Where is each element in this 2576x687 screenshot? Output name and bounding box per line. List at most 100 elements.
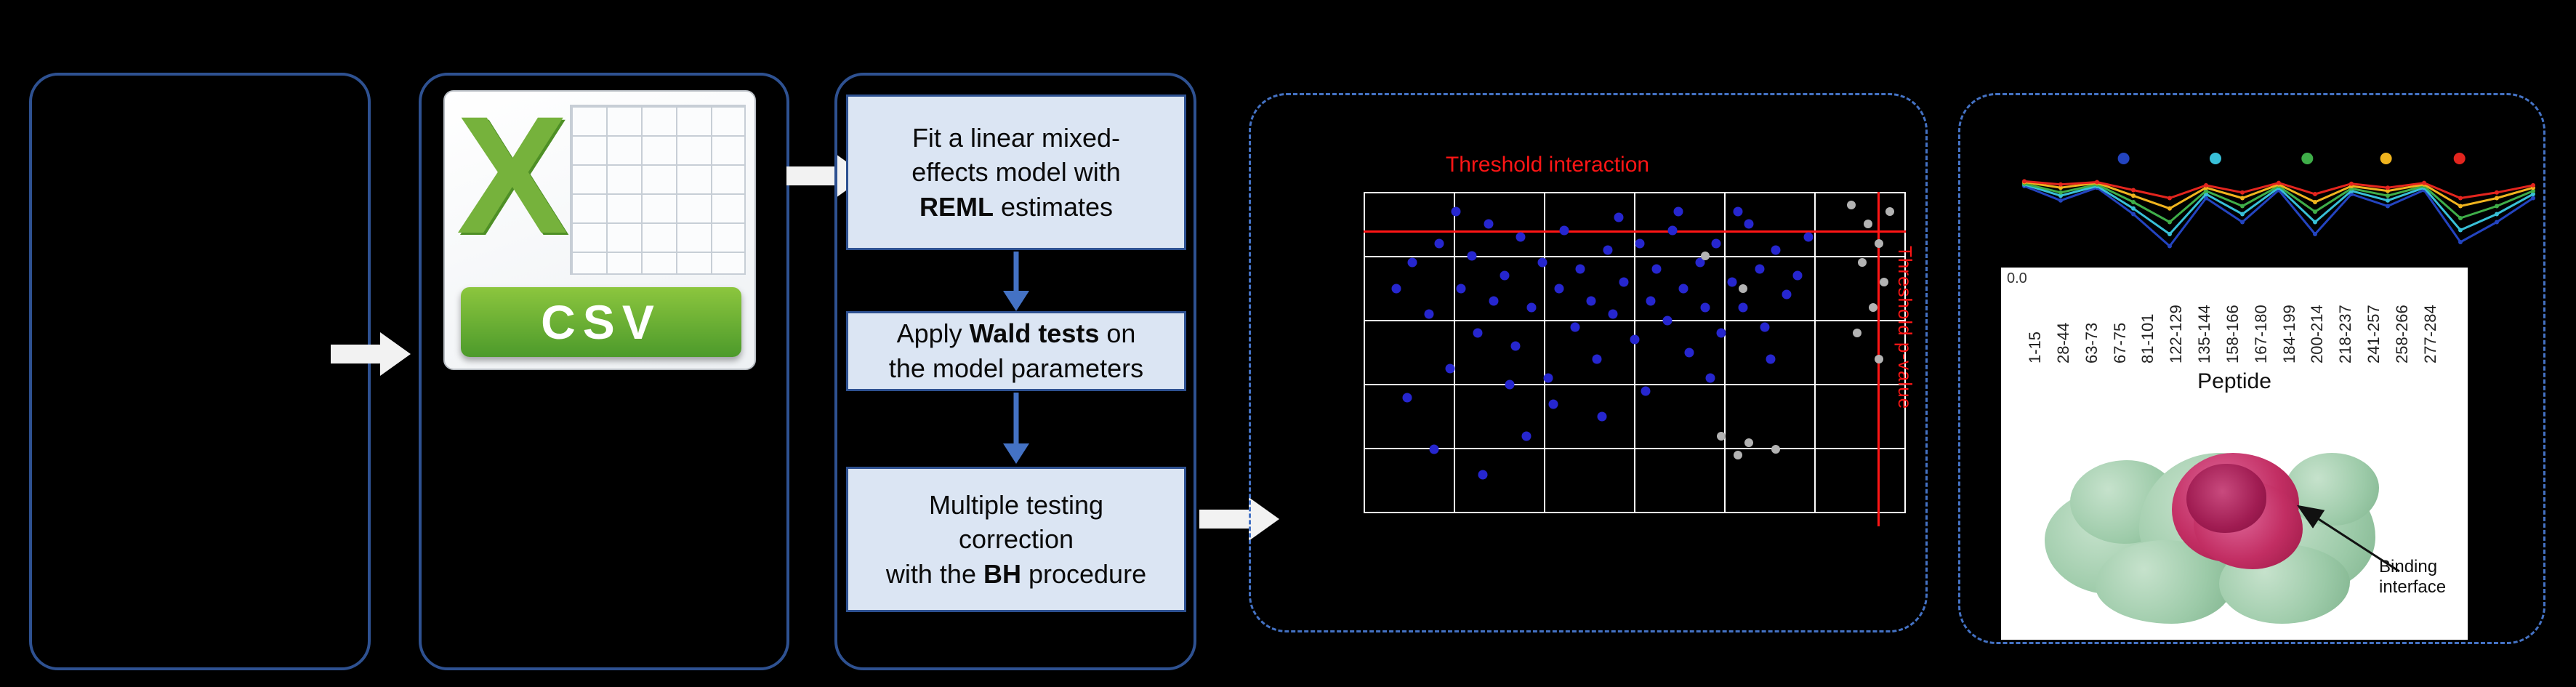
peptide-tick-label: 158-166: [2223, 305, 2242, 363]
significant-points: [1467, 251, 1477, 261]
significant-points: [1554, 284, 1564, 294]
volcano-panel: [1249, 93, 1928, 632]
significant-points: [1711, 238, 1721, 249]
significant-points: [1608, 309, 1618, 319]
significant-points: [1782, 289, 1792, 300]
significant-points: [1484, 219, 1494, 229]
threshold-interaction-label: Threshold interaction: [1445, 153, 1650, 177]
reference-points: [1717, 431, 1726, 441]
significant-points: [1537, 257, 1547, 268]
significant-points: [1700, 302, 1710, 313]
reference-points: [1771, 444, 1780, 454]
flow-arrow-right-icon: [331, 332, 411, 376]
uptake-line-chart: [2022, 153, 2535, 249]
process-step-reml: Fit a linear mixed-effects model with REM…: [846, 95, 1186, 250]
flow-arrow-down-icon: [1003, 252, 1029, 311]
binding-interface-blob: [2186, 464, 2266, 533]
significant-points: [1391, 284, 1401, 294]
reference-points: [1874, 354, 1883, 363]
significant-points: [1543, 373, 1553, 383]
peptide-tick-label: 167-180: [2251, 305, 2270, 363]
significant-points: [1575, 264, 1585, 274]
threshold-pvalue-label: Threshold p-value: [1894, 246, 1916, 410]
protein-structure: [2045, 413, 2386, 631]
significant-points: [1516, 232, 1526, 242]
significant-points: [1673, 206, 1683, 217]
peptide-tick-label: 1-15: [2026, 331, 2044, 363]
significant-points: [1771, 245, 1781, 255]
peptide-panel: 0.0 1-15 28-44 63-73 67-75 81-101 122-129 135-…: [2001, 268, 2468, 640]
significant-points: [1684, 347, 1694, 358]
significant-points: [1559, 225, 1569, 236]
significant-points: [1473, 328, 1483, 338]
scatter-plot: [1364, 192, 1906, 526]
significant-points: [1521, 431, 1531, 441]
results-panel: [1958, 93, 2545, 644]
significant-points: [1662, 316, 1673, 326]
process-step-bh: Multiple testing correction with the BH pr…: [846, 467, 1186, 612]
significant-points: [1500, 270, 1510, 281]
process-step-bh-label: Multiple testing correction with the BH pr…: [885, 489, 1147, 589]
significant-points: [1619, 277, 1629, 287]
significant-points: [1434, 238, 1444, 249]
peptide-tick-label: 258-266: [2392, 305, 2411, 363]
reference-points: [1733, 451, 1742, 460]
peptide-tick-label: 63-73: [2082, 322, 2101, 363]
csv-banner-label: CSV: [461, 287, 741, 357]
binding-interface-label: Binding interface: [2379, 557, 2447, 598]
significant-points: [1510, 341, 1521, 351]
significant-points: [1651, 264, 1662, 274]
reference-points: [1880, 277, 1889, 286]
significant-points: [1570, 322, 1580, 332]
significant-points: [1424, 309, 1434, 319]
reference-points: [1869, 303, 1878, 313]
significant-points: [1614, 212, 1624, 222]
significant-points: [1738, 302, 1748, 313]
significant-points: [1592, 354, 1602, 364]
reference-points: [1739, 284, 1748, 293]
significant-points: [1429, 444, 1439, 454]
legend-dot-series-cyan: [2209, 153, 2221, 164]
peptide-tick-label: 67-75: [2110, 322, 2129, 363]
peptide-tick-label: 200-214: [2308, 305, 2327, 363]
process-step-wald-label: Apply Wald tests on the model parameters: [888, 318, 1144, 383]
reference-points: [1858, 258, 1867, 268]
significant-points: [1760, 322, 1770, 332]
y-axis-tick-label: 0.0: [2007, 270, 2027, 286]
reference-points: [1700, 252, 1710, 261]
significant-points: [1451, 206, 1461, 217]
significant-points: [1489, 296, 1499, 306]
stats-pipeline-box: [834, 73, 1196, 670]
peptide-tick-label: 122-129: [2167, 305, 2186, 363]
peptide-axis-title: Peptide: [2197, 369, 2271, 393]
significant-points: [1667, 225, 1678, 236]
legend-dot-series-yellow: [2380, 153, 2392, 164]
significant-points: [1456, 284, 1466, 294]
significant-points: [1766, 354, 1775, 364]
significant-points: [1646, 296, 1656, 306]
significant-points: [1716, 328, 1726, 338]
peptide-tick-label: 135-144: [2195, 305, 2214, 363]
significant-points: [1402, 393, 1412, 403]
significant-points: [1727, 277, 1737, 287]
reference-points: [1847, 200, 1856, 209]
flow-arrow-right-icon: [1199, 497, 1279, 541]
excel-x-glyph: X: [456, 81, 568, 268]
significant-points: [1407, 257, 1417, 268]
legend-dot-series-green: [2301, 153, 2314, 164]
peptide-tick-label: 184-199: [2279, 305, 2298, 363]
reference-points: [1863, 220, 1872, 229]
significant-points: [1478, 470, 1488, 480]
peptide-tick-label: 277-284: [2420, 305, 2439, 363]
peptide-tick-label: 28-44: [2053, 322, 2072, 363]
csv-file-icon: X CSV: [443, 81, 756, 370]
significant-points: [1641, 386, 1651, 396]
csv-page: X CSV: [443, 81, 756, 370]
reference-points: [1852, 329, 1861, 338]
significant-points: [1630, 334, 1640, 345]
significant-points: [1755, 264, 1765, 274]
peptide-axis-labels: 1-15 28-44 63-73 67-75 81-101 122-129 135-144 1…: [2026, 278, 2439, 363]
significant-points: [1678, 284, 1689, 294]
significant-points: [1695, 257, 1705, 268]
